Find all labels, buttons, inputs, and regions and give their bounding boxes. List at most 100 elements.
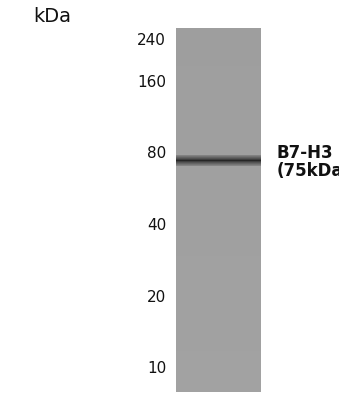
- Bar: [176, 374, 261, 375]
- Bar: [176, 388, 261, 390]
- Bar: [176, 97, 261, 98]
- Bar: [176, 375, 261, 376]
- Bar: [176, 108, 261, 109]
- Bar: [176, 72, 261, 73]
- Bar: [176, 316, 261, 317]
- Bar: [176, 197, 261, 198]
- Bar: [176, 330, 261, 331]
- Bar: [176, 352, 261, 353]
- Text: (75kDa): (75kDa): [277, 162, 339, 180]
- Bar: [176, 276, 261, 277]
- Bar: [176, 369, 261, 370]
- Bar: [176, 328, 261, 329]
- Bar: [176, 40, 261, 41]
- Bar: [176, 220, 261, 221]
- Bar: [176, 166, 261, 168]
- Bar: [176, 357, 261, 358]
- Bar: [176, 256, 261, 257]
- Bar: [176, 289, 261, 290]
- Bar: [176, 153, 261, 154]
- Bar: [176, 39, 261, 40]
- Bar: [176, 152, 261, 153]
- Bar: [176, 319, 261, 320]
- Bar: [176, 347, 261, 348]
- Bar: [176, 78, 261, 79]
- Bar: [176, 270, 261, 271]
- Bar: [176, 334, 261, 335]
- Bar: [176, 381, 261, 382]
- Bar: [176, 182, 261, 183]
- Bar: [176, 88, 261, 89]
- Bar: [176, 189, 261, 190]
- Bar: [176, 277, 261, 278]
- Bar: [176, 149, 261, 150]
- Bar: [176, 38, 261, 39]
- Bar: [176, 165, 261, 166]
- Bar: [176, 146, 261, 147]
- Bar: [176, 159, 261, 160]
- Bar: [176, 356, 261, 357]
- Bar: [176, 251, 261, 252]
- Bar: [176, 258, 261, 260]
- Bar: [176, 390, 261, 391]
- Bar: [176, 187, 261, 188]
- Bar: [176, 222, 261, 223]
- Bar: [176, 223, 261, 224]
- Bar: [176, 164, 261, 165]
- Bar: [176, 138, 261, 140]
- Bar: [176, 344, 261, 345]
- Bar: [176, 107, 261, 108]
- Text: 10: 10: [147, 362, 166, 376]
- Bar: [176, 206, 261, 208]
- Bar: [176, 246, 261, 248]
- Bar: [176, 143, 261, 144]
- Bar: [176, 236, 261, 237]
- Bar: [176, 274, 261, 276]
- Bar: [176, 242, 261, 243]
- Bar: [176, 89, 261, 90]
- Bar: [176, 180, 261, 181]
- Bar: [176, 365, 261, 366]
- Bar: [176, 351, 261, 352]
- Bar: [176, 218, 261, 220]
- Bar: [176, 376, 261, 378]
- Bar: [176, 232, 261, 233]
- Bar: [176, 387, 261, 388]
- Bar: [176, 307, 261, 308]
- Bar: [176, 55, 261, 56]
- Bar: [176, 34, 261, 35]
- Bar: [176, 221, 261, 222]
- Bar: [176, 86, 261, 88]
- Text: kDa: kDa: [33, 7, 71, 26]
- Bar: [176, 104, 261, 106]
- Bar: [176, 301, 261, 302]
- Bar: [176, 204, 261, 205]
- Bar: [176, 366, 261, 368]
- Bar: [176, 46, 261, 48]
- Bar: [176, 48, 261, 49]
- Bar: [176, 116, 261, 118]
- Bar: [176, 282, 261, 283]
- Bar: [176, 188, 261, 189]
- Bar: [176, 29, 261, 30]
- Bar: [176, 60, 261, 61]
- Bar: [176, 134, 261, 135]
- Bar: [176, 332, 261, 334]
- Bar: [176, 90, 261, 91]
- Bar: [176, 358, 261, 359]
- Bar: [176, 196, 261, 197]
- Bar: [176, 135, 261, 136]
- Bar: [176, 209, 261, 210]
- Bar: [176, 348, 261, 350]
- Bar: [176, 339, 261, 340]
- Bar: [176, 279, 261, 280]
- Bar: [176, 35, 261, 36]
- Bar: [176, 98, 261, 100]
- Bar: [176, 150, 261, 152]
- Bar: [176, 112, 261, 113]
- Bar: [176, 160, 261, 162]
- Bar: [176, 131, 261, 132]
- Bar: [176, 296, 261, 297]
- Bar: [176, 64, 261, 66]
- Bar: [176, 318, 261, 319]
